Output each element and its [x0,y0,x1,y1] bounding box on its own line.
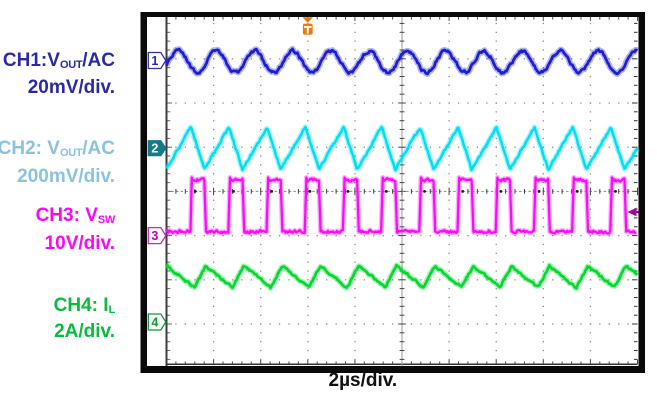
svg-text:1: 1 [151,54,158,68]
svg-text:4: 4 [151,315,158,329]
svg-text:2: 2 [151,142,158,156]
svg-text:3: 3 [151,229,158,243]
